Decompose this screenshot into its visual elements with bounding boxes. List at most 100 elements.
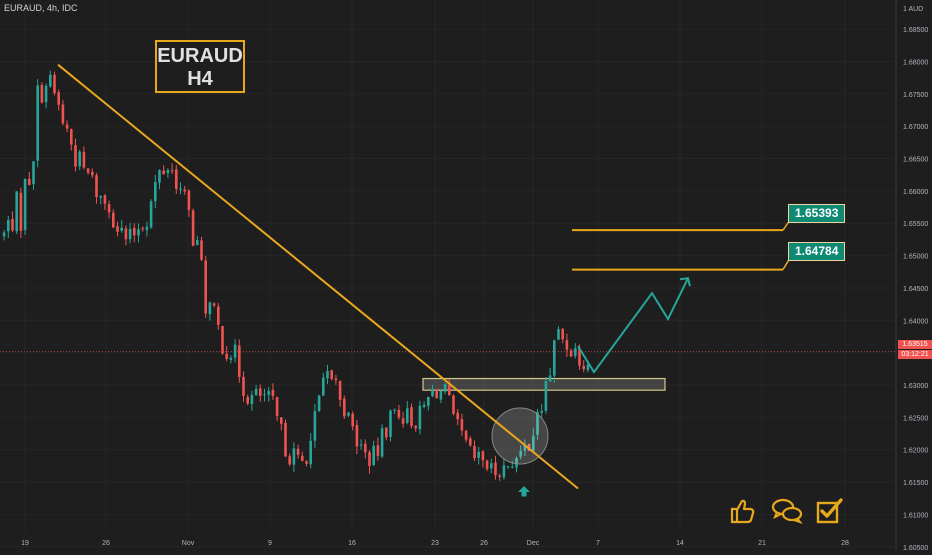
time-tick-label: 19	[21, 540, 29, 547]
candle-body	[414, 425, 417, 429]
candle-body	[544, 381, 548, 411]
candle-body	[254, 388, 258, 395]
price-tick-label: 1.65000	[903, 254, 928, 261]
candle-body	[439, 390, 443, 400]
candle-body	[355, 425, 359, 447]
price-tick-label: 1.64500	[903, 286, 928, 293]
candle-body	[401, 418, 405, 424]
candle-body	[557, 329, 560, 340]
candle-body	[158, 170, 161, 183]
candle-body	[301, 455, 304, 461]
candle-body	[385, 427, 388, 438]
price-tick-label: 1.67500	[903, 92, 928, 99]
candle-body	[317, 395, 321, 412]
price-tick-label: 1.68000	[903, 59, 928, 66]
candle-body	[456, 412, 459, 420]
candle-body	[204, 260, 207, 314]
candle-body	[116, 226, 119, 232]
chat-bubbles-icon[interactable]	[771, 496, 803, 526]
candle-body	[145, 226, 149, 231]
candle-body	[11, 218, 14, 231]
candle-body	[532, 435, 535, 452]
candle-body	[91, 171, 94, 176]
price-tick-label: 1.66500	[903, 157, 928, 164]
candle-body	[313, 411, 317, 441]
time-tick-label: 7	[596, 540, 600, 547]
candle-body	[120, 227, 123, 231]
candle-body	[448, 385, 451, 396]
price-tick-label: 1.68500	[903, 27, 928, 34]
candle-body	[569, 350, 573, 357]
candle-body	[141, 228, 144, 230]
candle-body	[502, 465, 506, 478]
candle-body	[586, 364, 590, 370]
thumbs-up-icon[interactable]	[727, 496, 757, 526]
candle-body	[305, 461, 308, 464]
candle-body	[410, 407, 413, 427]
candle-body	[196, 240, 199, 246]
time-tick-label: 14	[676, 540, 684, 547]
price-tick-label: 1.64000	[903, 318, 928, 325]
candle-body	[32, 161, 35, 185]
last-price-tag: 1.63515	[898, 340, 932, 349]
candle-body	[548, 375, 552, 382]
time-tick-label: 9	[268, 540, 272, 547]
candle-body	[460, 419, 464, 431]
candle-body	[343, 398, 346, 417]
candle-body	[250, 395, 254, 405]
candle-body	[485, 460, 489, 469]
candle-body	[536, 411, 539, 435]
price-tick-label: 1.63000	[903, 383, 928, 390]
candle-body	[40, 84, 44, 103]
candle-body	[309, 440, 312, 465]
time-tick-label: 26	[102, 540, 110, 547]
candle-body	[208, 302, 212, 314]
candle-body	[431, 389, 434, 397]
candle-body	[70, 129, 73, 145]
candle-body	[107, 204, 111, 213]
candle-body	[128, 228, 132, 240]
price-tick-label: 1.60500	[903, 545, 928, 550]
candle-body	[519, 450, 522, 457]
candle-body	[296, 448, 300, 455]
time-tick-label: Dec	[527, 540, 540, 547]
breakout-circle	[491, 407, 549, 465]
candle-body	[124, 228, 128, 240]
candle-body	[334, 378, 338, 381]
candle-body	[229, 357, 233, 360]
candle-body	[288, 456, 291, 465]
candle-body	[481, 451, 485, 461]
candle-body	[452, 395, 455, 414]
candle-body	[36, 85, 39, 161]
candle-body	[275, 397, 279, 417]
candle-body	[246, 397, 249, 404]
candle-body	[212, 303, 216, 306]
candle-body	[477, 451, 480, 458]
checkbox-icon[interactable]	[815, 496, 845, 526]
candle-body	[338, 380, 342, 400]
candle-body	[443, 384, 447, 392]
candle-body	[86, 168, 90, 173]
symbol-header: EURAUD, 4h, IDC	[4, 3, 78, 13]
candle-body	[347, 412, 350, 416]
candle-body	[112, 212, 115, 228]
candle-body	[469, 438, 472, 446]
candle-body	[103, 195, 107, 204]
trendline	[57, 63, 579, 490]
candle-body	[179, 188, 182, 190]
candle-body	[418, 405, 422, 430]
projection-path	[577, 277, 689, 374]
price-tick-label: 1.67000	[903, 124, 928, 131]
price-tick-label: 1.62500	[903, 415, 928, 422]
candle-body	[473, 445, 476, 459]
candle-body	[464, 430, 468, 440]
candle-body	[397, 410, 401, 418]
price-tick-label: 1.66000	[903, 189, 928, 196]
candle-body	[15, 191, 18, 232]
candle-body	[82, 151, 86, 168]
candle-body	[57, 92, 60, 105]
candle-body	[53, 74, 56, 94]
